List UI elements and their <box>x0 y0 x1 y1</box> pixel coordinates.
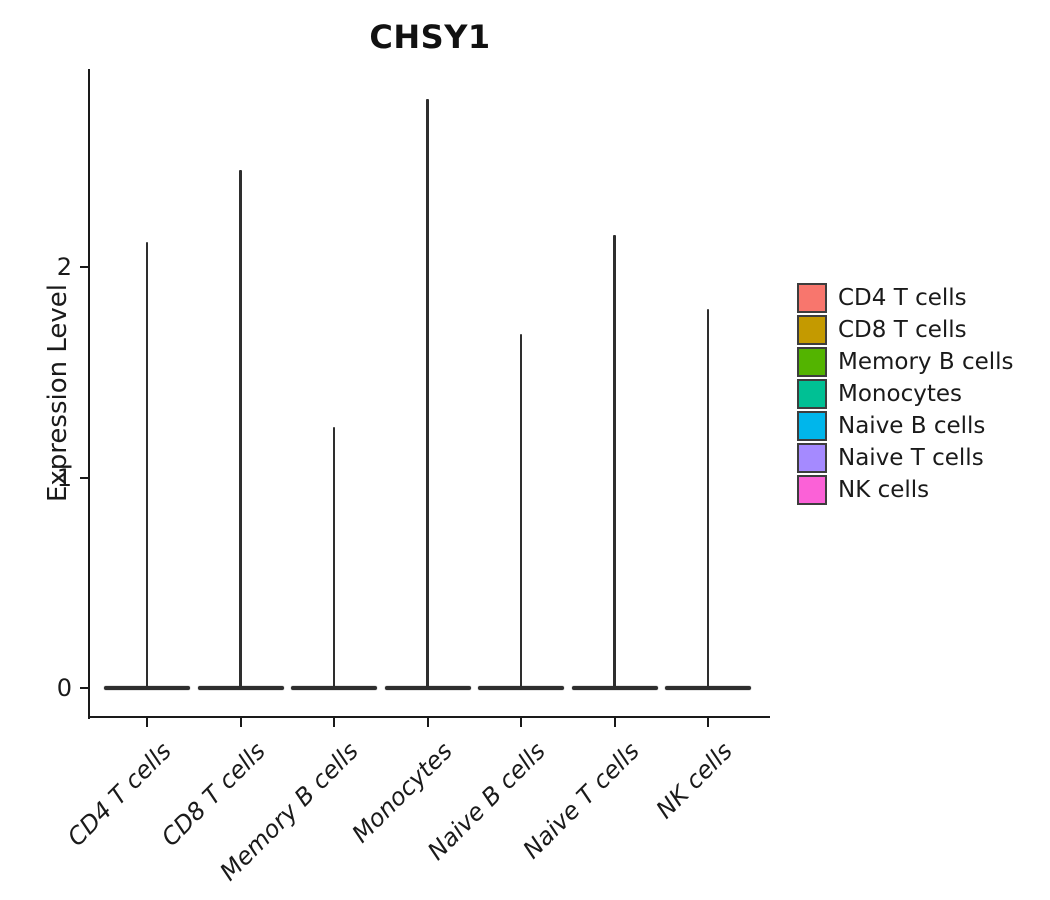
legend-swatch-monocytes <box>797 379 827 409</box>
violin-base-cd8-t-cells <box>197 686 284 690</box>
x-tick-mark <box>520 718 522 727</box>
violin-spike-nk-cells <box>706 309 710 688</box>
legend: CD4 T cells CD8 T cells Memory B cells Mono… <box>797 283 1014 507</box>
legend-label: Monocytes <box>838 381 962 407</box>
violin-spike-monocytes <box>426 98 429 688</box>
legend-label: CD4 T cells <box>838 285 967 311</box>
legend-item-naive-t-cells: Naive T cells <box>797 443 1014 473</box>
legend-swatch-memory-b-cells <box>797 347 827 377</box>
legend-label: Naive T cells <box>838 445 984 471</box>
violin-base-monocytes <box>384 686 471 690</box>
x-axis-line <box>88 716 770 718</box>
violin-base-cd4-t-cells <box>104 686 190 690</box>
y-tick-label: 2 <box>56 253 72 281</box>
x-tick-mark <box>613 718 616 727</box>
violin-spike-naive-t-cells <box>613 235 616 688</box>
y-tick-mark <box>80 687 88 689</box>
legend-item-memory-b-cells: Memory B cells <box>797 347 1014 377</box>
y-tick-mark <box>80 266 88 268</box>
x-tick-mark <box>239 718 242 727</box>
y-tick-label: 0 <box>56 674 72 702</box>
legend-item-monocytes: Monocytes <box>797 379 1014 409</box>
legend-item-cd8-t-cells: CD8 T cells <box>797 315 1014 345</box>
legend-swatch-cd8-t-cells <box>797 315 827 345</box>
legend-item-cd4-t-cells: CD4 T cells <box>797 283 1014 313</box>
y-tick-mark <box>80 476 88 479</box>
chart-title: CHSY1 <box>369 18 491 56</box>
violin-base-nk-cells <box>665 686 751 690</box>
legend-label: Naive B cells <box>838 413 986 439</box>
x-tick-mark <box>146 718 148 727</box>
legend-swatch-cd4-t-cells <box>797 283 827 313</box>
legend-item-nk-cells: NK cells <box>797 475 1014 505</box>
legend-label: Memory B cells <box>838 349 1014 375</box>
legend-label: CD8 T cells <box>838 317 967 343</box>
violin-spike-memory-b-cells <box>332 426 336 688</box>
violin-spike-cd4-t-cells <box>145 241 149 688</box>
x-tick-mark <box>707 718 709 727</box>
legend-label: NK cells <box>838 477 930 503</box>
y-tick-label: 1 <box>56 463 72 492</box>
violin-base-memory-b-cells <box>291 686 377 690</box>
violin-base-naive-b-cells <box>478 686 564 690</box>
violin-spike-naive-b-cells <box>519 334 523 688</box>
y-axis-line <box>88 69 90 719</box>
x-tick-mark <box>426 718 429 727</box>
x-tick-mark <box>333 718 335 727</box>
y-axis-label: Expression Level <box>43 283 73 503</box>
violin-spike-cd8-t-cells <box>239 170 242 688</box>
legend-swatch-naive-b-cells <box>797 411 827 441</box>
legend-item-naive-b-cells: Naive B cells <box>797 411 1014 441</box>
legend-swatch-naive-t-cells <box>797 443 827 473</box>
violin-base-naive-t-cells <box>571 686 658 690</box>
legend-swatch-nk-cells <box>797 475 827 505</box>
